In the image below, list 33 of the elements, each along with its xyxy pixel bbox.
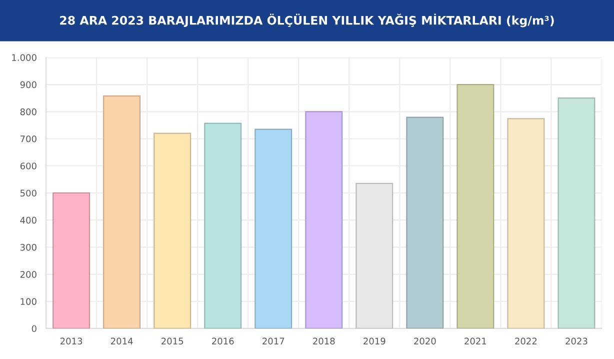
y-tick-label: 800 <box>20 108 36 116</box>
chart-title: 28 ARA 2023 BARAJLARIMIZDA ÖLÇÜLEN YILLIK YAĞIŞ MİKTARLARI (kg/m³) <box>60 14 554 28</box>
x-tick-label: 2015 <box>162 338 184 344</box>
y-tick-label: 1.000 <box>12 54 36 61</box>
x-tick-label: 2022 <box>515 338 537 344</box>
x-tick-label: 2014 <box>110 338 133 344</box>
bar <box>52 192 90 328</box>
y-tick-label: 200 <box>20 271 36 278</box>
y-tick-label: 400 <box>20 216 36 224</box>
y-tick-label: 0 <box>32 325 36 332</box>
x-tick-label: 2019 <box>364 338 386 344</box>
x-tick-label: 2016 <box>212 338 234 344</box>
x-tick-label: 2018 <box>313 338 335 344</box>
bar <box>254 128 292 328</box>
bar <box>558 98 596 328</box>
y-tick-label: 700 <box>20 135 36 142</box>
y-tick-label: 500 <box>20 190 36 197</box>
bar <box>204 122 242 328</box>
bar <box>154 132 192 328</box>
x-tick-label: 2013 <box>60 338 82 344</box>
bar <box>406 116 444 328</box>
bar <box>305 111 343 328</box>
y-tick-label: 900 <box>20 81 36 88</box>
y-tick-label: 100 <box>20 298 36 305</box>
bar <box>456 84 494 328</box>
x-tick-label: 2021 <box>464 338 486 344</box>
y-tick-label: 600 <box>20 162 36 170</box>
bar <box>507 118 545 328</box>
x-tick-label: 2020 <box>414 338 436 344</box>
x-tick-label: 2023 <box>566 338 588 344</box>
bar <box>103 95 141 328</box>
y-tick-label: 300 <box>20 244 36 251</box>
x-tick-label: 2017 <box>262 338 284 344</box>
